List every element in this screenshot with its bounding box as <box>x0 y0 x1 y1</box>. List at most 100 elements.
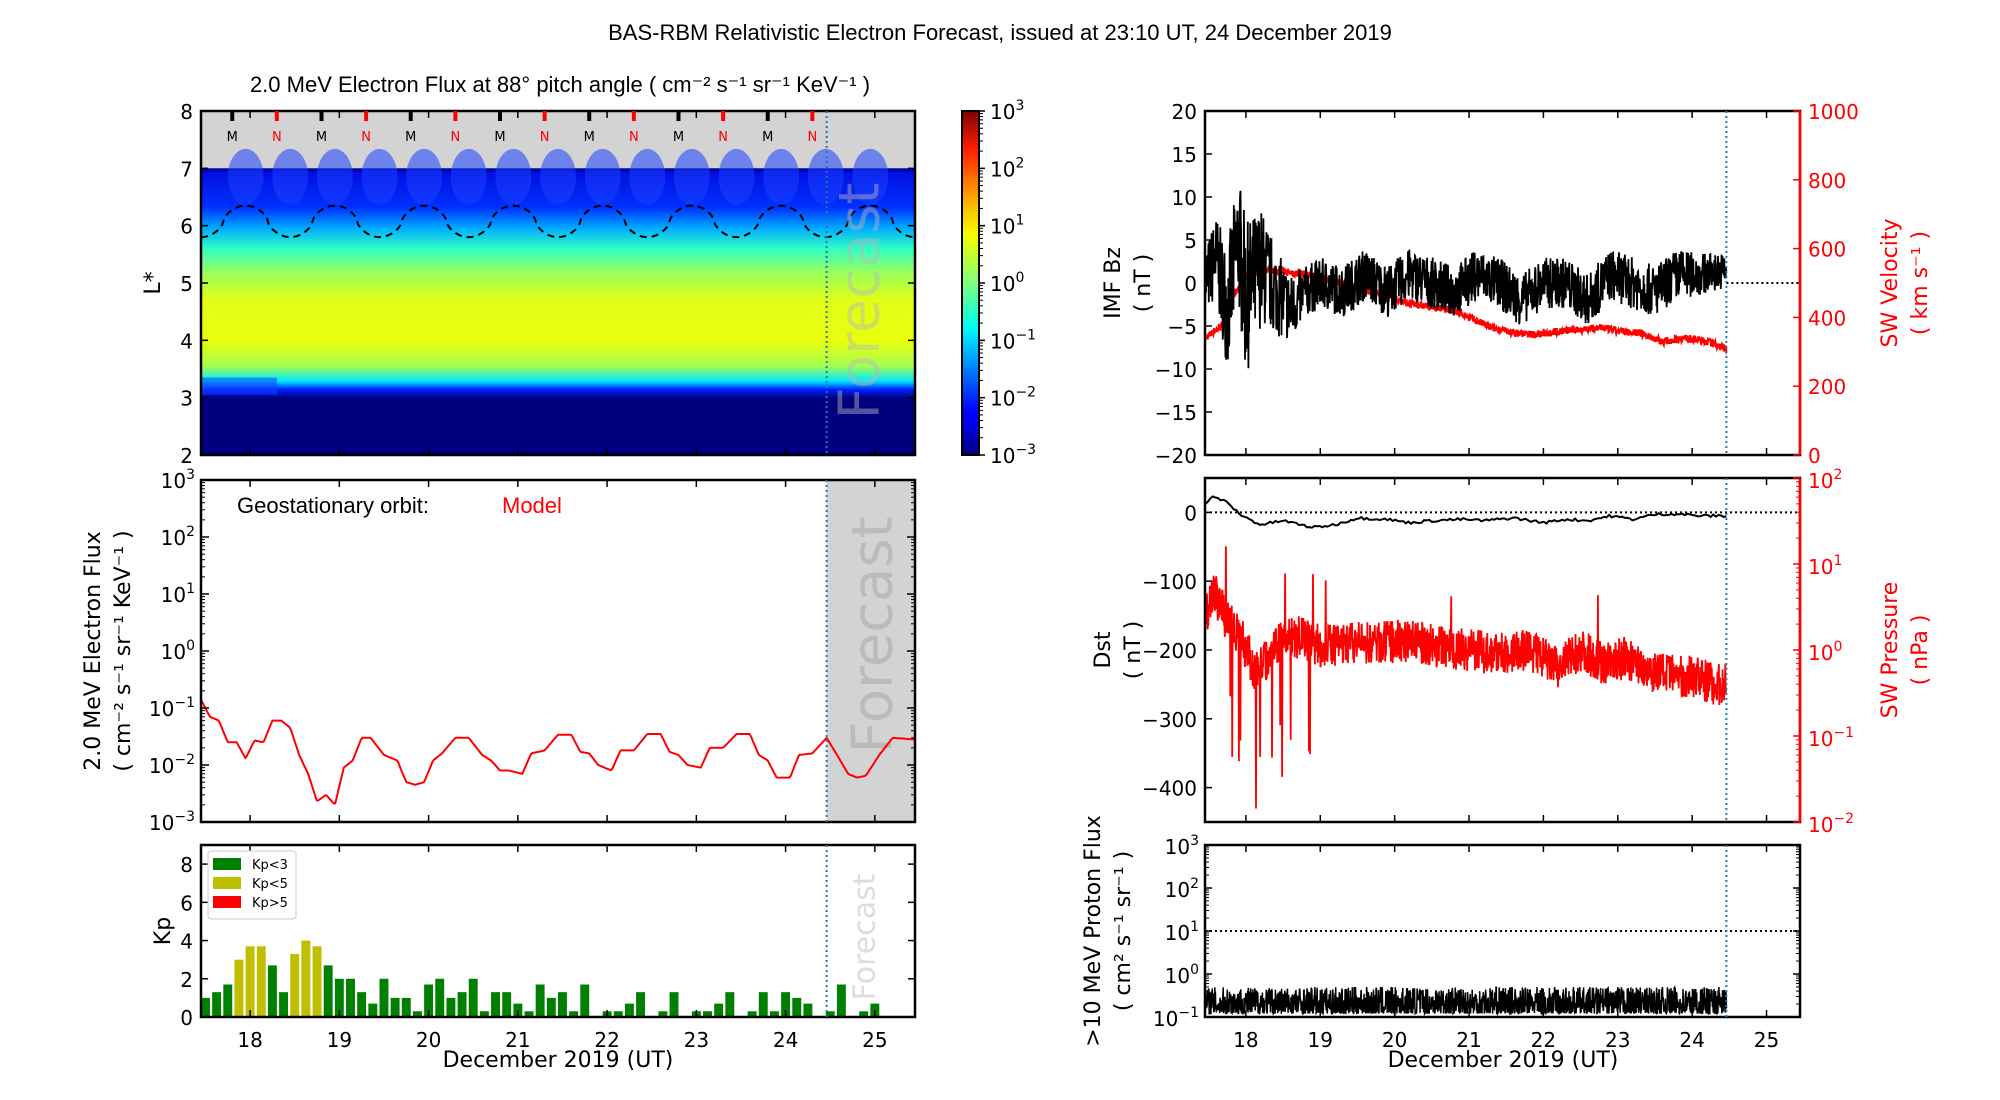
heatmap-early-feature <box>201 377 277 395</box>
kp-bar <box>859 1011 869 1017</box>
imf-ylabel-2: ( nT ) <box>1131 254 1156 313</box>
kp-bar <box>613 1011 623 1017</box>
marker-M: M <box>494 130 505 145</box>
kp-bar <box>546 997 556 1017</box>
kp-bar <box>792 997 802 1017</box>
x-tick-label: 24 <box>773 1028 798 1052</box>
sw-velocity-line <box>1205 262 1728 356</box>
marker-M: M <box>673 130 684 145</box>
proton-flux-line <box>1205 984 1728 1017</box>
y-tick-label: 15 <box>1172 143 1197 167</box>
flux-heatmap-panel: 2.0 MeV Electron Flux at 88° pitch angle… <box>141 72 1036 468</box>
y-tick-label: 2 <box>180 444 193 468</box>
y-tick-label: −300 <box>1142 708 1197 732</box>
y-tick-label: −15 <box>1155 401 1197 425</box>
heatmap-injection <box>540 148 576 205</box>
kp-bar <box>457 992 467 1017</box>
proton-ylabel-2: ( cm² s⁻¹ sr⁻¹ ) <box>1111 851 1136 1011</box>
x-tick-label: 19 <box>327 1028 352 1052</box>
kp-bar <box>803 1003 813 1017</box>
y-tick-label: −200 <box>1142 639 1197 663</box>
heatmap-injection <box>495 148 532 205</box>
y-tick-label: 20 <box>1172 100 1197 124</box>
y-tick-label: −5 <box>1168 315 1197 339</box>
y-tick-label: 10−2 <box>149 752 195 778</box>
kp-bar <box>401 997 411 1017</box>
x-tick-label: 25 <box>862 1028 887 1052</box>
forecast-watermark: Forecast <box>848 873 883 1000</box>
kp-bar <box>624 1003 634 1017</box>
kp-bar <box>435 978 445 1017</box>
colorbar-tick-label: 102 <box>990 155 1024 181</box>
legend-label: Kp>5 <box>252 896 288 911</box>
heatmap-injection <box>673 148 710 205</box>
legend-swatch <box>213 858 241 870</box>
y-tick-label: 10−1 <box>149 695 195 721</box>
kp-bar <box>502 992 512 1017</box>
x-tick-label: 21 <box>1456 1028 1481 1052</box>
marker-M: M <box>227 130 238 145</box>
proton-xlabel: December 2019 (UT) <box>1388 1048 1619 1073</box>
y2-tick-label: 10−2 <box>1808 811 1854 837</box>
marker-N: N <box>629 130 639 145</box>
drift-shell-line <box>201 204 915 239</box>
dst-ylabel-1: Dst <box>1091 631 1116 668</box>
forecast-watermark: Forecast <box>828 183 893 420</box>
sw-pressure-ylabel-2: ( nPa ) <box>1908 615 1933 686</box>
kp-bar <box>491 992 500 1017</box>
y-tick-label: 103 <box>1165 833 1199 859</box>
y2-tick-label: 800 <box>1808 169 1846 193</box>
kp-bar <box>357 992 367 1017</box>
x-tick-label: 20 <box>416 1028 441 1052</box>
kp-bar <box>524 1011 534 1017</box>
geo-annotation-model: Model <box>502 493 562 518</box>
kp-bar <box>446 997 456 1017</box>
kp-bar <box>725 992 735 1017</box>
x-tick-label: 21 <box>505 1028 530 1052</box>
marker-N: N <box>272 130 282 145</box>
y-tick-label: 10−3 <box>149 809 195 835</box>
y-tick-label: −100 <box>1142 570 1197 594</box>
y-tick-label: 3 <box>180 387 193 411</box>
heatmap-injection <box>361 148 398 205</box>
y-tick-label: 0 <box>1184 501 1197 525</box>
marker-M: M <box>584 130 595 145</box>
kp-bar <box>245 946 255 1017</box>
kp-bar <box>714 1003 724 1017</box>
heatmap-injection <box>272 148 309 205</box>
y-tick-label: 0 <box>1184 272 1197 296</box>
x-tick-label: 20 <box>1382 1028 1407 1052</box>
y-tick-label: 7 <box>180 157 193 181</box>
x-tick-label: 23 <box>684 1028 709 1052</box>
kp-bar <box>479 1011 489 1017</box>
forecast-region <box>826 480 915 822</box>
marker-M: M <box>316 130 327 145</box>
marker-N: N <box>807 130 817 145</box>
imf-bz-line <box>1205 190 1728 369</box>
y-tick-label: 2 <box>180 968 193 992</box>
dst-ylabel-2: ( nT ) <box>1121 621 1146 680</box>
y2-tick-label: 100 <box>1808 639 1842 665</box>
kp-bar <box>424 984 434 1017</box>
y-tick-label: 4 <box>180 329 193 353</box>
kp-bar <box>290 953 300 1017</box>
marker-N: N <box>450 130 460 145</box>
proton-flux-panel: 10−1 100 101 102 103 18 19 20 21 22 23 24 25 >10 MeV… <box>1081 815 1802 1073</box>
dst-line <box>1205 495 1727 529</box>
colorbar-tick-label: 100 <box>990 270 1024 296</box>
y-tick-label: −20 <box>1155 444 1197 468</box>
kp-bar <box>212 992 222 1017</box>
y-tick-label: 8 <box>180 100 193 124</box>
kp-bar <box>836 984 846 1017</box>
kp-bar <box>825 1011 835 1017</box>
marker-M: M <box>405 130 416 145</box>
y2-tick-label: 102 <box>1808 467 1842 493</box>
y-tick-label: 10−1 <box>1153 1005 1199 1031</box>
y-tick-label: −10 <box>1155 358 1197 382</box>
kp-ylabel: Kp <box>151 917 176 945</box>
kp-bar <box>658 1011 668 1017</box>
kp-bar <box>703 1011 712 1017</box>
kp-xlabel: December 2019 (UT) <box>443 1048 674 1073</box>
